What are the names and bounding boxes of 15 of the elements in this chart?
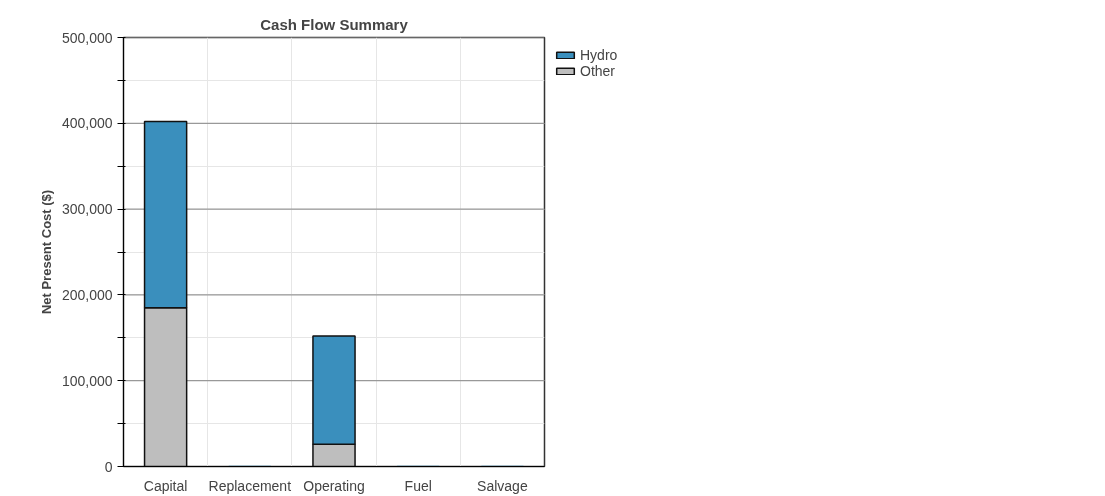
x-tick-label: Salvage bbox=[477, 477, 528, 494]
y-tick-label: 0 bbox=[104, 458, 113, 475]
x-tick-label: Fuel bbox=[404, 477, 432, 494]
chart-title: Cash Flow Summary bbox=[260, 15, 409, 33]
legend-label: Hydro bbox=[580, 47, 618, 63]
y-axis-title: Net Present Cost ($) bbox=[38, 189, 54, 315]
y-tick-label: 500,000 bbox=[61, 29, 113, 46]
x-tick-label: Capital bbox=[143, 477, 188, 494]
y-tick-label: 100,000 bbox=[61, 372, 113, 389]
legend-label: Other bbox=[580, 63, 616, 79]
x-tick-label: Replacement bbox=[208, 477, 292, 494]
y-tick-label: 300,000 bbox=[61, 201, 113, 218]
y-tick-label: 400,000 bbox=[61, 115, 113, 132]
x-tick-label: Operating bbox=[303, 477, 365, 494]
y-tick-label: 200,000 bbox=[61, 286, 113, 303]
